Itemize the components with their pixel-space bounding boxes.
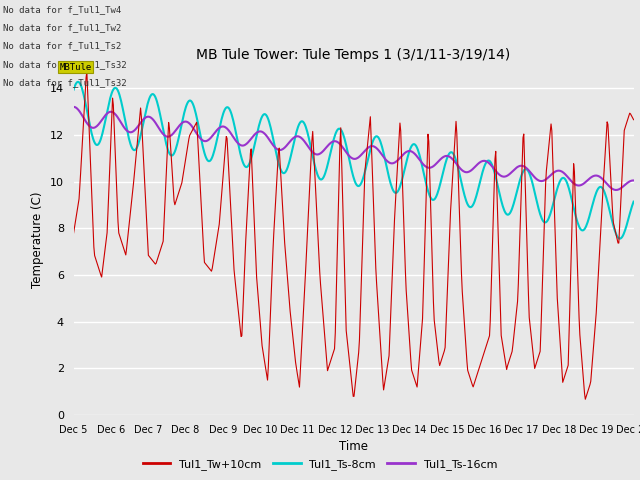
- Y-axis label: Temperature (C): Temperature (C): [31, 192, 44, 288]
- Title: MB Tule Tower: Tule Temps 1 (3/1/11-3/19/14): MB Tule Tower: Tule Temps 1 (3/1/11-3/19…: [196, 48, 511, 62]
- Text: No data for f_Tul1_Tw2: No data for f_Tul1_Tw2: [3, 23, 122, 32]
- X-axis label: Time: Time: [339, 441, 368, 454]
- Text: No data for f_Tul1_Ts32: No data for f_Tul1_Ts32: [3, 78, 127, 87]
- Text: No data for f_Tul1_Ts32: No data for f_Tul1_Ts32: [3, 60, 127, 69]
- Text: MBTule: MBTule: [60, 62, 92, 72]
- Text: No data for f_Tul1_Tw4: No data for f_Tul1_Tw4: [3, 5, 122, 14]
- Legend: Tul1_Tw+10cm, Tul1_Ts-8cm, Tul1_Ts-16cm: Tul1_Tw+10cm, Tul1_Ts-8cm, Tul1_Ts-16cm: [138, 455, 502, 474]
- Text: No data for f_Tul1_Ts2: No data for f_Tul1_Ts2: [3, 41, 122, 50]
